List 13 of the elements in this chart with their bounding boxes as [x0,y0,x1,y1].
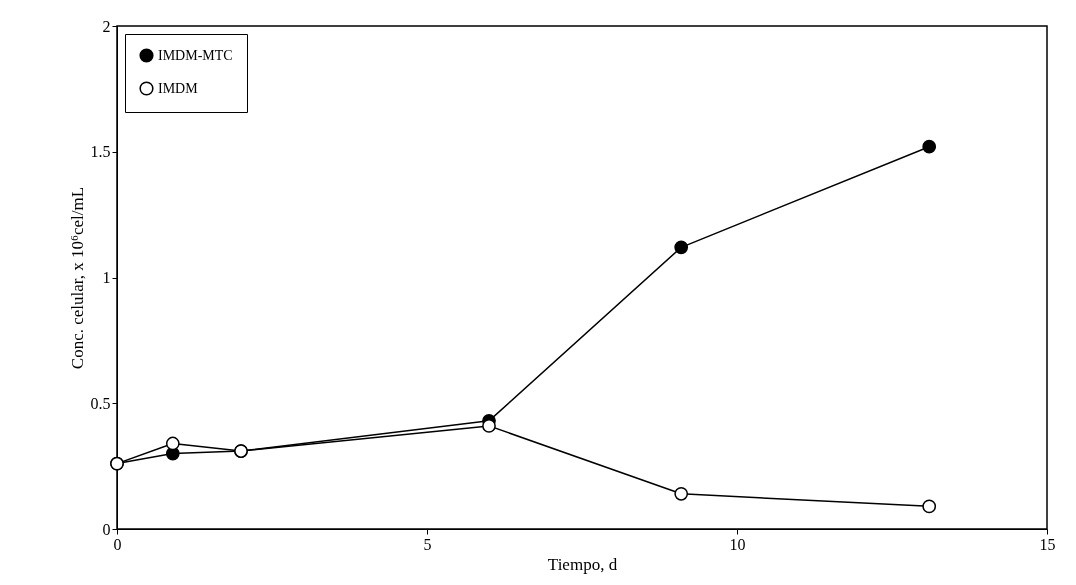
legend-label: IMDM-MTC [158,47,233,63]
x-tick-label: 0 [113,535,122,553]
y-axis-title: Conc. celular, x 10⁶cel/mL [67,186,87,370]
y-tick-label: 2 [102,17,111,35]
y-tick-label: 1.5 [90,143,111,161]
x-tick-label: 15 [1039,535,1056,553]
y-tick-label: 0.5 [90,394,111,412]
x-tick-label: 5 [423,535,432,553]
x-tick-label: 10 [729,535,746,553]
legend-label: IMDM [158,80,199,96]
x-axis-title: Tiempo, d [547,554,618,574]
y-tick-label: 1 [102,269,111,286]
y-tick-label: 0 [102,520,111,538]
